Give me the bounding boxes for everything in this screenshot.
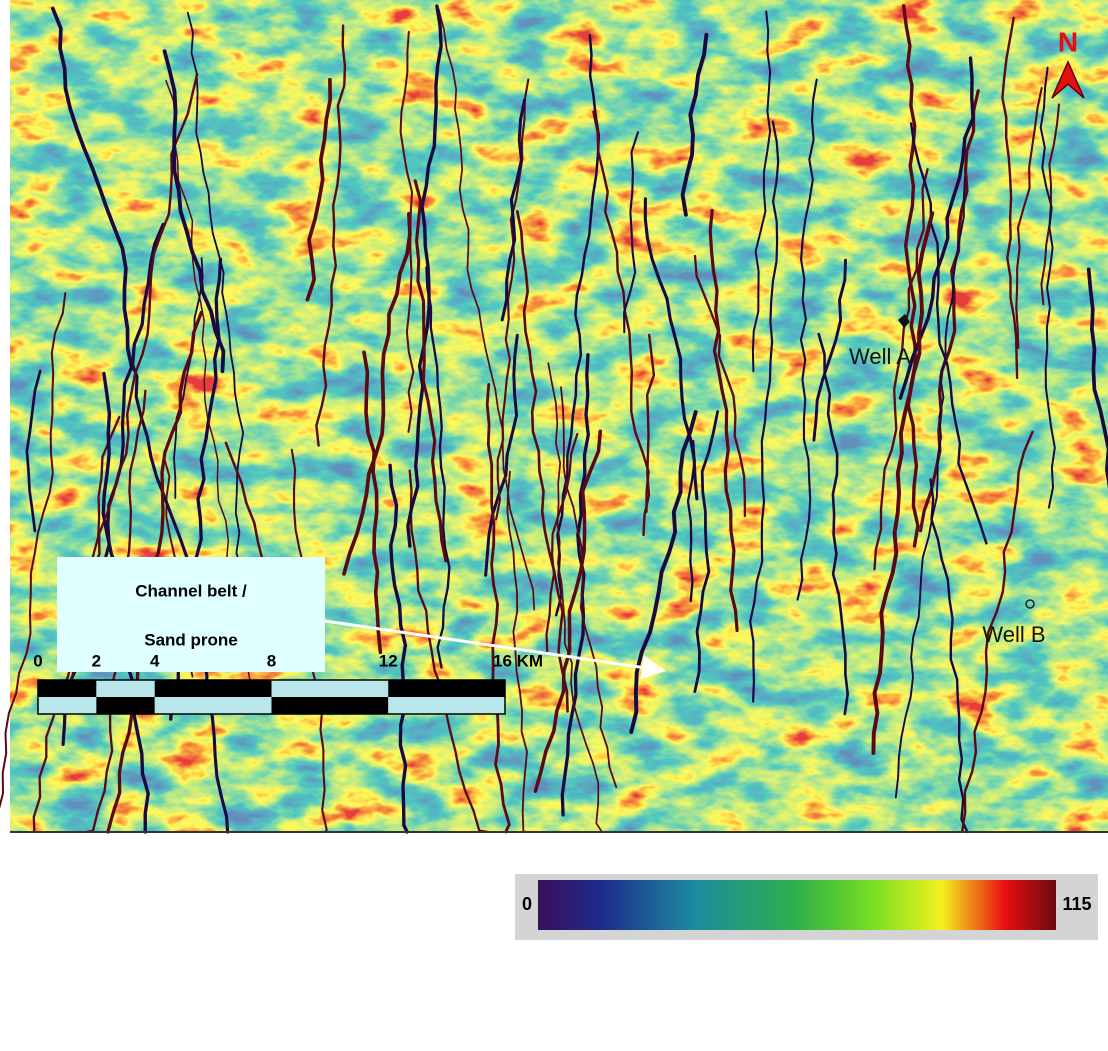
scale-label: 0 — [33, 651, 42, 670]
scale-label: 8 — [267, 651, 276, 670]
scale-segment — [96, 697, 154, 714]
map-figure: N Well A Well B Channel belt / Sand pron… — [0, 0, 1108, 1046]
page: N Well A Well B Channel belt / Sand pron… — [0, 0, 1108, 1051]
scale-segment — [38, 680, 96, 697]
scale-label: 16 KM — [493, 651, 543, 670]
well-label: Well B — [982, 622, 1045, 647]
colorbar — [538, 880, 1056, 930]
scale-segment — [388, 697, 505, 714]
colorbar-min: 0 — [522, 894, 532, 914]
north-label: N — [1058, 26, 1078, 57]
scale-label: 2 — [92, 651, 101, 670]
scale-segment — [272, 680, 389, 697]
scale-label: 4 — [150, 651, 160, 670]
scale-segment — [38, 697, 96, 714]
well-label: Well A — [849, 344, 911, 369]
scale-segment — [155, 680, 272, 697]
scale-segment — [388, 680, 505, 697]
annotation-text: Channel belt / — [135, 581, 247, 600]
scale-segment — [272, 697, 389, 714]
scale-label: 12 — [379, 651, 398, 670]
scale-segment — [96, 680, 154, 697]
scale-segment — [155, 697, 272, 714]
annotation-text: Sand prone — [144, 630, 238, 649]
colorbar-max: 115 — [1062, 894, 1091, 914]
